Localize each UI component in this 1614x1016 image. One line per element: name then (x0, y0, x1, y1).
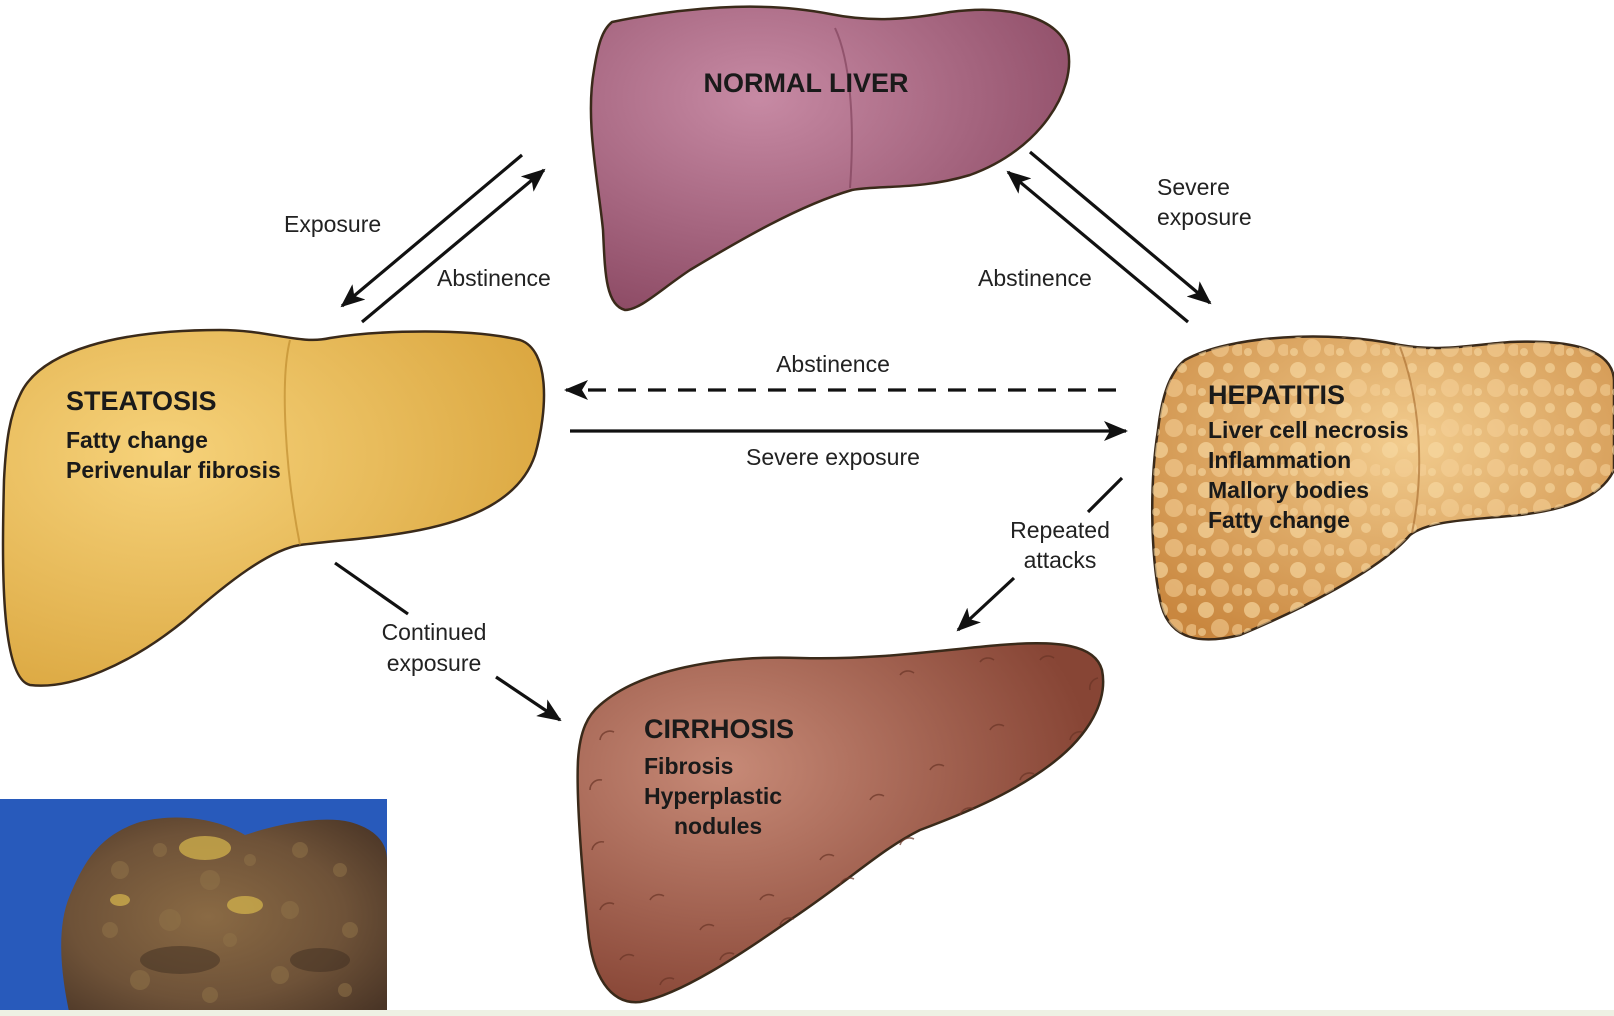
hepatitis-detail: Liver cell necrosis (1208, 417, 1409, 443)
label-continued-exposure: Continued (382, 619, 487, 645)
label-repeated-attacks: Repeated (1010, 517, 1110, 543)
cirrhosis-nodules (589, 655, 1099, 986)
arrow-normal-to-steatosis (340, 153, 524, 308)
hepatitis-detail: Fatty change (1208, 507, 1350, 533)
steatosis-liver-shape (1, 328, 546, 687)
specimen-texture (102, 842, 358, 1003)
normal-liver: NORMAL LIVER (589, 5, 1071, 312)
steatosis-title: STEATOSIS (66, 386, 217, 416)
label-abstinence-middle: Abstinence (776, 351, 890, 377)
label-repeated-attacks: attacks (1024, 547, 1097, 573)
label-severe-exposure-top: Severe (1157, 174, 1230, 200)
cirrhosis-detail: Fibrosis (644, 753, 733, 779)
hepatitis-liver-lobe-line (1399, 346, 1421, 534)
specimen-tissue (61, 817, 387, 1016)
arrow-hepatitis-to-normal (1006, 170, 1190, 324)
steatosis-liver: STEATOSIS Fatty change Perivenular fibro… (1, 328, 546, 687)
cirrhosis-title: CIRRHOSIS (644, 714, 794, 744)
label-abstinence-right: Abstinence (978, 265, 1092, 291)
arrow-normal-to-hepatitis (1028, 150, 1212, 305)
label-exposure: Exposure (284, 211, 381, 237)
hepatitis-detail: Mallory bodies (1208, 477, 1369, 503)
steatosis-detail: Fatty change (66, 427, 208, 453)
label-abstinence-left: Abstinence (437, 265, 551, 291)
steatosis-detail: Perivenular fibrosis (66, 457, 281, 483)
hepatitis-liver-bubbles (1152, 336, 1614, 640)
specimen-fatty-patches (110, 836, 263, 914)
normal-liver-lobe-line (834, 27, 853, 189)
normal-liver-title: NORMAL LIVER (703, 68, 908, 98)
label-severe-exposure-top: exposure (1157, 204, 1252, 230)
arrow-steatosis-to-cirrhosis (334, 561, 562, 722)
hepatitis-title: HEPATITIS (1208, 380, 1345, 410)
normal-liver-shape (589, 5, 1071, 312)
hepatitis-detail: Inflammation (1208, 447, 1351, 473)
bottom-strip (0, 1010, 1614, 1016)
cirrhosis-detail: nodules (674, 813, 762, 839)
label-severe-exposure-middle: Severe exposure (746, 444, 920, 470)
cirrhotic-liver-photo (0, 799, 387, 1016)
steatosis-liver-lobe-line (283, 339, 301, 546)
arrow-hepatitis-to-cirrhosis (956, 476, 1124, 632)
label-continued-exposure: exposure (387, 650, 482, 676)
cirrhosis-detail: Hyperplastic (644, 783, 782, 809)
arrow-steatosis-to-normal (360, 168, 546, 324)
cirrhosis-liver-shape (576, 642, 1105, 1004)
cirrhosis-liver: CIRRHOSIS Fibrosis Hyperplastic nodules (576, 642, 1105, 1004)
hepatitis-liver: HEPATITIS Liver cell necrosis Inflammati… (1151, 335, 1614, 641)
specimen-shadows (140, 946, 350, 974)
